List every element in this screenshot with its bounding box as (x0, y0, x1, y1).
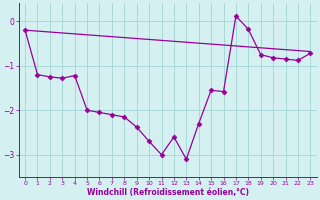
X-axis label: Windchill (Refroidissement éolien,°C): Windchill (Refroidissement éolien,°C) (87, 188, 249, 197)
